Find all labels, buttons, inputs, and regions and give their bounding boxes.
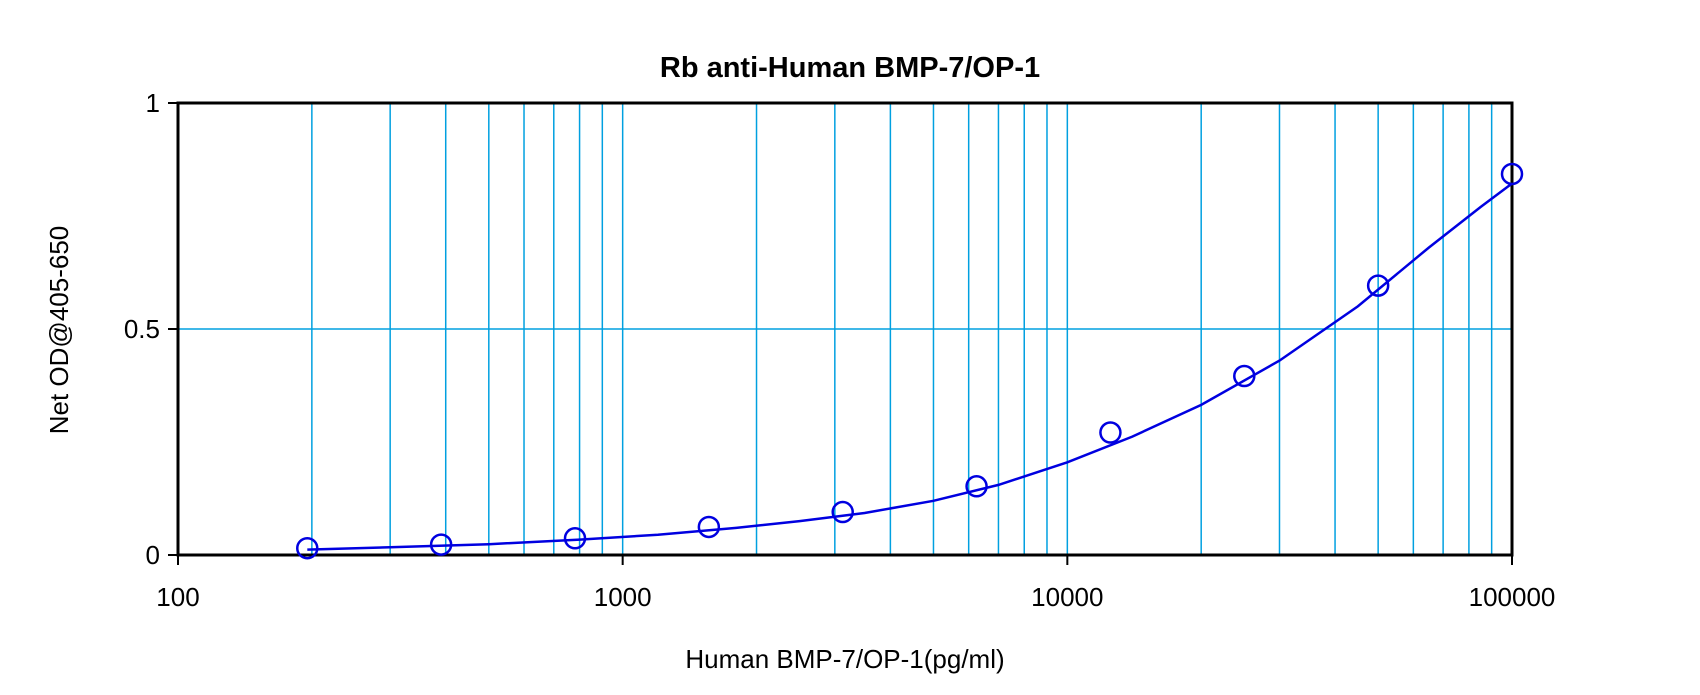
data-point	[429, 533, 453, 556]
data-point	[1500, 162, 1524, 186]
data-point	[831, 500, 854, 524]
y-axis-label: Net OD@405-650	[44, 226, 74, 435]
data-point	[1099, 421, 1122, 444]
y-tick-label: 1	[146, 88, 160, 118]
x-tick-label: 10000	[1031, 582, 1103, 612]
data-point	[697, 515, 721, 539]
x-tick-label: 1000	[594, 582, 652, 612]
data-point	[563, 527, 587, 550]
fit-curve	[307, 182, 1513, 551]
x-tick-label: 100000	[1469, 582, 1556, 612]
x-tick-label: 100	[156, 582, 199, 612]
y-tick-labels: 00.51	[124, 88, 160, 570]
y-tick-label: 0.5	[124, 314, 160, 344]
grid	[178, 103, 1512, 555]
x-axis-label: Human BMP-7/OP-1(pg/ml)	[685, 644, 1004, 674]
series	[296, 162, 1524, 560]
data-point	[1366, 274, 1390, 297]
x-tick-labels: 100 1000 10000 100000	[156, 582, 1555, 612]
data-point	[296, 536, 319, 560]
chart-title: Rb anti-Human BMP-7/OP-1	[660, 52, 1040, 84]
y-tick-label: 0	[146, 540, 160, 570]
data-point	[1233, 364, 1256, 388]
axis-ticks	[168, 102, 1513, 565]
data-point	[965, 475, 988, 498]
